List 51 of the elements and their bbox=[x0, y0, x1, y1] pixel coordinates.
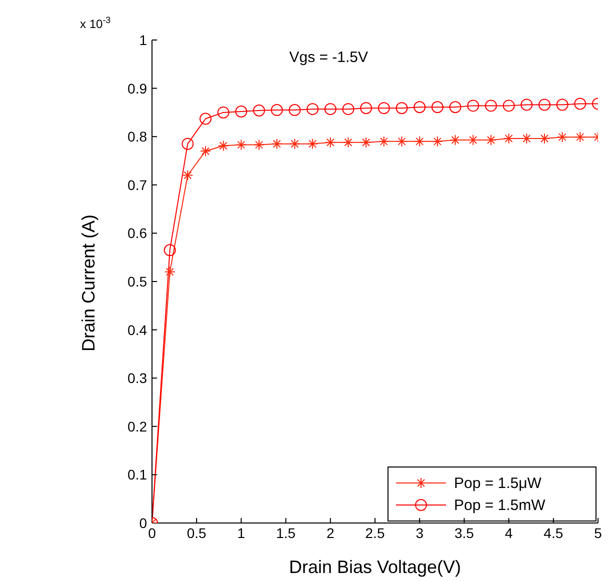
x-axis-title: Drain Bias Voltage(V) bbox=[288, 557, 462, 577]
point bbox=[288, 104, 301, 116]
point bbox=[431, 101, 444, 114]
point bbox=[306, 103, 319, 116]
y-tick-label: 0.8 bbox=[128, 128, 148, 145]
x-tick-label: 1.5 bbox=[276, 524, 296, 541]
y-tick-label: 0.3 bbox=[128, 370, 148, 386]
x-tick-label: 2 bbox=[326, 524, 334, 541]
point bbox=[414, 101, 426, 114]
y-tick-label: 0.2 bbox=[128, 418, 148, 434]
x-tick-label: 4 bbox=[504, 524, 513, 541]
point bbox=[270, 104, 283, 116]
x-tick-label: 3 bbox=[416, 524, 424, 541]
y-tick-label: 0.1 bbox=[128, 466, 148, 483]
x-tick-label: 2.5 bbox=[365, 524, 385, 541]
point bbox=[467, 100, 480, 112]
point bbox=[360, 102, 372, 114]
legend-label: Pop = 1.5mW bbox=[454, 497, 546, 514]
point bbox=[449, 101, 462, 114]
annotation: Vgs = -1.5V bbox=[289, 49, 368, 66]
legend-label: Pop = 1.5μW bbox=[454, 475, 542, 492]
y-tick-label: 0.7 bbox=[128, 176, 148, 193]
point bbox=[556, 98, 568, 111]
y-tick-label: 0 bbox=[139, 514, 148, 531]
point bbox=[235, 105, 248, 118]
point bbox=[502, 100, 515, 112]
point bbox=[217, 106, 230, 118]
y-tick-label: 0.5 bbox=[128, 273, 148, 290]
point bbox=[378, 102, 390, 114]
y-tick-label: 0.4 bbox=[128, 322, 148, 338]
x-tick-label: 3.5 bbox=[454, 524, 474, 541]
y-tick-label: 1 bbox=[139, 32, 148, 48]
point bbox=[520, 98, 533, 111]
point bbox=[182, 138, 194, 150]
point bbox=[538, 98, 550, 111]
y-tick-label: 0.6 bbox=[128, 225, 148, 242]
point bbox=[574, 98, 586, 110]
x-tick-label: 5 bbox=[594, 524, 602, 541]
point bbox=[164, 244, 176, 256]
point bbox=[324, 103, 336, 116]
y-tick-label: 0.9 bbox=[128, 80, 148, 96]
point bbox=[200, 112, 212, 125]
point bbox=[484, 100, 497, 112]
point bbox=[342, 103, 354, 116]
x-tick-label: 1 bbox=[237, 524, 246, 541]
point bbox=[396, 102, 408, 114]
point bbox=[253, 104, 266, 117]
text: x 10$^{-3}$ bbox=[80, 15, 111, 31]
x-tick-label: 4.5 bbox=[544, 524, 564, 541]
x-tick-label: 0.5 bbox=[186, 524, 207, 541]
y-axis-title: Drain Current (A) bbox=[78, 214, 98, 352]
